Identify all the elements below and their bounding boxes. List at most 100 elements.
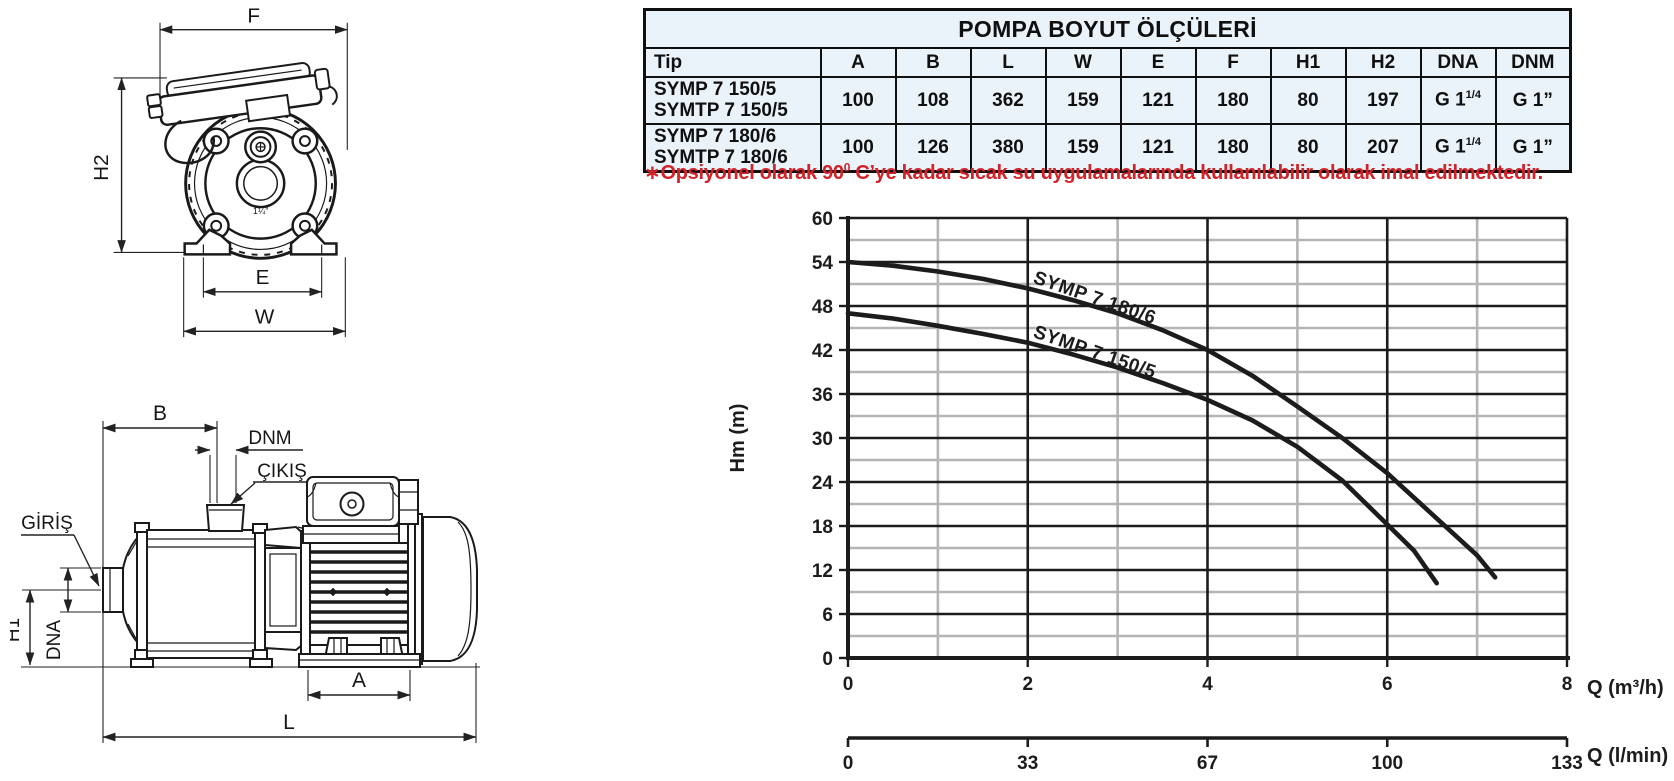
cell-dnm: G 1” xyxy=(1494,123,1572,173)
side-motor xyxy=(298,476,478,668)
x-tick-label: 8 xyxy=(1562,674,1573,695)
cell-a: 100 xyxy=(819,123,897,173)
callout-cikis: ÇIKIŞ xyxy=(230,461,312,505)
cell-dna: G 11/4 xyxy=(1419,76,1497,125)
note-text: C’ye kadar sıcak su uygulamalarında kull… xyxy=(850,162,1543,184)
col-header-h1: H1 xyxy=(1269,47,1347,78)
cell-w: 159 xyxy=(1044,76,1122,125)
dimension-f: F xyxy=(159,5,348,150)
dimension-h1: H1 xyxy=(10,589,101,666)
y-tick-label: 0 xyxy=(822,649,833,670)
tip-line2: SYMTP 7 180/6 xyxy=(654,146,788,168)
cell-tip: SYMP 7 180/6 SYMTP 7 180/6 xyxy=(643,123,822,173)
cikis-label: ÇIKIŞ xyxy=(257,461,307,482)
side-pump-body xyxy=(102,504,311,668)
dimension-dnm: DNM xyxy=(195,428,303,503)
cell-dna: G 11/4 xyxy=(1419,123,1497,173)
note-superscript: 0 xyxy=(843,160,851,175)
y-axis-title: Hm (m) xyxy=(727,404,749,473)
dim-label-dnm: DNM xyxy=(248,428,291,449)
dim-label-w: W xyxy=(255,305,275,328)
table-row: SYMP 7 180/6 SYMTP 7 180/6 100 126 380 1… xyxy=(643,123,1572,173)
y-tick-label: 42 xyxy=(812,341,833,362)
y-tick-label: 24 xyxy=(812,473,834,494)
cell-dnm: G 1” xyxy=(1494,76,1572,125)
port-size-label: 1¼” xyxy=(253,206,268,216)
x2-tick-label: 67 xyxy=(1197,753,1218,774)
optional-hot-water-note: ∗Opsiyonel olarak 900 C’ye kadar sıcak s… xyxy=(644,160,1543,185)
col-header-f: F xyxy=(1194,47,1272,78)
col-header-e: E xyxy=(1119,47,1197,78)
x-tick-label: 0 xyxy=(843,674,854,695)
dim-label-dna: DNA xyxy=(44,620,65,660)
cell-w: 159 xyxy=(1044,123,1122,173)
x-tick-label: 2 xyxy=(1022,674,1033,695)
cell-f: 180 xyxy=(1194,123,1272,173)
y-tick-label: 54 xyxy=(812,253,834,274)
dna-sup: 1/4 xyxy=(1465,89,1481,102)
col-header-w: W xyxy=(1044,47,1122,78)
cell-b: 108 xyxy=(894,76,972,125)
cell-h1: 80 xyxy=(1269,123,1347,173)
dimensions-table-wrap: POMPA BOYUT ÖLÇÜLERİ Tip A B L W E F H1 … xyxy=(643,8,1573,173)
dna-base: G 1 xyxy=(1435,89,1466,111)
cell-b: 126 xyxy=(894,123,972,173)
cell-h2: 207 xyxy=(1344,123,1422,173)
dim-label-h1: H1 xyxy=(10,618,24,642)
cell-l: 380 xyxy=(969,123,1047,173)
tip-line1: SYMP 7 180/6 xyxy=(654,125,777,147)
cell-h1: 80 xyxy=(1269,76,1347,125)
cell-h2: 197 xyxy=(1344,76,1422,125)
y-tick-label: 12 xyxy=(812,561,833,582)
cell-e: 121 xyxy=(1119,76,1197,125)
pump-side-view-drawing: B DNM ÇIKIŞ GİRİŞ H1 DNA A xyxy=(10,405,480,743)
curve-symp-7-180/6 xyxy=(845,259,1498,580)
dimension-w: W xyxy=(183,257,346,338)
dim-label-l: L xyxy=(283,711,295,734)
cell-l: 362 xyxy=(969,76,1047,125)
cell-tip: SYMP 7 150/5 SYMTP 7 150/5 xyxy=(643,76,822,125)
y-tick-label: 30 xyxy=(812,429,833,450)
dim-label-a: A xyxy=(352,669,366,692)
x-axis-title: Q (m³/h) xyxy=(1587,677,1664,699)
col-header-h2: H2 xyxy=(1344,47,1422,78)
dimensions-table: POMPA BOYUT ÖLÇÜLERİ Tip A B L W E F H1 … xyxy=(643,8,1573,173)
dimension-b: B xyxy=(102,405,218,527)
tip-line1: SYMP 7 150/5 xyxy=(654,78,777,100)
x2-axis-title: Q (l/min) xyxy=(1587,745,1668,767)
y-tick-label: 6 xyxy=(822,605,833,626)
table-row: SYMP 7 150/5 SYMTP 7 150/5 100 108 362 1… xyxy=(643,76,1572,125)
x2-tick-label: 100 xyxy=(1371,753,1403,774)
table-title: POMPA BOYUT ÖLÇÜLERİ xyxy=(643,8,1572,49)
front-terminal-box xyxy=(146,62,338,165)
cell-a: 100 xyxy=(819,76,897,125)
table-header-row: Tip A B L W E F H1 H2 DNA DNM xyxy=(643,47,1572,78)
curve-label: SYMP 7 180/6 xyxy=(1031,267,1159,329)
x2-tick-label: 33 xyxy=(1017,753,1038,774)
note-text: ∗Opsiyonel olarak 90 xyxy=(644,162,844,184)
y-tick-label: 36 xyxy=(812,385,833,406)
y-tick-label: 60 xyxy=(812,209,833,230)
x-tick-label: 4 xyxy=(1202,674,1213,695)
curve-symp-7-150/5 xyxy=(845,311,1439,586)
y-tick-label: 48 xyxy=(812,297,833,318)
giris-label: GİRİŞ xyxy=(21,513,73,534)
front-port-details: 1¼” xyxy=(235,130,286,216)
dna-base: G 1 xyxy=(1435,136,1466,158)
dim-label-e: E xyxy=(256,266,270,289)
front-pump-body xyxy=(184,107,337,260)
col-header-l: L xyxy=(969,47,1047,78)
pump-front-view-drawing: F H2 E W xyxy=(90,5,348,338)
x2-tick-label: 133 xyxy=(1551,753,1583,774)
tip-line2: SYMTP 7 150/5 xyxy=(654,99,788,121)
cell-e: 121 xyxy=(1119,123,1197,173)
col-header-b: B xyxy=(894,47,972,78)
dimension-h2: H2 xyxy=(90,77,187,253)
y-tick-label: 18 xyxy=(812,517,833,538)
dna-sup: 1/4 xyxy=(1465,136,1481,149)
dim-label-h2: H2 xyxy=(90,154,113,180)
col-header-tip: Tip xyxy=(643,47,822,78)
cell-f: 180 xyxy=(1194,76,1272,125)
front-feet xyxy=(183,228,338,256)
